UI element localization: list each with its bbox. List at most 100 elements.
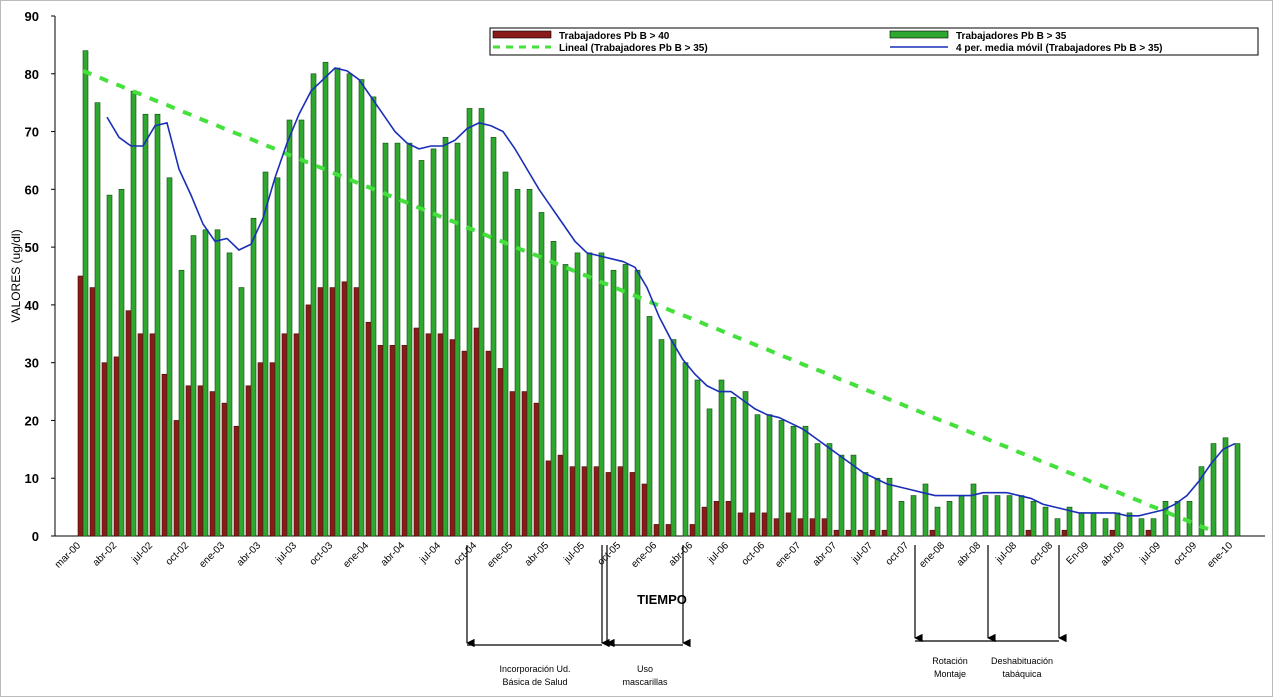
bar	[1162, 501, 1169, 537]
bar	[610, 269, 617, 537]
bar	[185, 385, 192, 537]
bar	[706, 408, 713, 537]
bar	[970, 483, 977, 537]
bar	[862, 472, 869, 537]
annotation: mascarillas	[622, 677, 668, 687]
annotation: Básica de Salud	[502, 677, 567, 687]
bar	[161, 373, 168, 537]
legend-label: Lineal (Trabajadores Pb B > 35)	[559, 43, 708, 54]
legend-label: Trabajadores Pb B > 35	[956, 31, 1067, 42]
bar	[605, 472, 612, 537]
y-tick-label: 40	[25, 298, 39, 313]
bar	[857, 529, 864, 537]
bar	[149, 333, 156, 537]
bar	[130, 90, 137, 537]
bar	[521, 391, 528, 537]
bar	[322, 61, 329, 537]
bar	[221, 402, 228, 537]
bar	[202, 229, 209, 537]
bar	[754, 414, 761, 537]
y-tick-label: 80	[25, 67, 39, 82]
bar	[1210, 443, 1217, 537]
bar	[353, 287, 360, 537]
bar	[82, 50, 89, 537]
bar	[562, 264, 569, 537]
bar	[226, 252, 233, 537]
bar	[1145, 529, 1152, 537]
bar	[190, 235, 197, 537]
bar	[1174, 501, 1181, 537]
bar	[898, 501, 905, 537]
bar	[658, 339, 665, 537]
y-tick-label: 20	[25, 413, 39, 428]
bar	[874, 477, 881, 537]
bar	[670, 339, 677, 537]
annotation: Deshabituación	[991, 656, 1053, 666]
bar	[689, 524, 696, 537]
bar	[490, 137, 497, 537]
bar	[773, 518, 780, 537]
bar	[929, 529, 936, 537]
bar	[1126, 512, 1133, 537]
bar	[785, 512, 792, 537]
bar	[461, 350, 468, 537]
bar	[1090, 512, 1097, 537]
bar	[1222, 437, 1229, 537]
bar	[298, 119, 305, 537]
bar	[1054, 518, 1061, 537]
bar	[178, 269, 185, 537]
y-tick-label: 70	[25, 125, 39, 140]
bar	[442, 137, 449, 537]
bar	[377, 345, 384, 537]
y-tick-label: 10	[25, 471, 39, 486]
bar	[497, 368, 504, 537]
bar	[466, 108, 473, 537]
bar	[881, 529, 888, 537]
bar	[485, 350, 492, 537]
bar	[274, 177, 281, 537]
bar	[742, 391, 749, 537]
bar	[358, 79, 365, 537]
bar	[125, 310, 132, 537]
bar	[478, 108, 485, 537]
legend-label: Trabajadores Pb B > 40	[559, 31, 670, 42]
bar	[382, 142, 389, 537]
bar	[730, 397, 737, 537]
bar	[341, 281, 348, 537]
bar	[437, 333, 444, 537]
bar	[389, 345, 396, 537]
bar	[238, 287, 245, 537]
annotation: tabáquica	[1002, 669, 1041, 679]
bar	[598, 252, 605, 537]
bar	[317, 287, 324, 537]
bar	[545, 460, 552, 537]
bar	[293, 333, 300, 537]
bar	[1006, 495, 1013, 537]
bar	[473, 327, 480, 537]
bar	[329, 287, 336, 537]
bar	[653, 524, 660, 537]
line	[82, 69, 1212, 533]
bar	[269, 362, 276, 537]
y-tick-label: 50	[25, 240, 39, 255]
y-axis-label: VALORES (ug/dl)	[9, 229, 23, 322]
bar	[1102, 518, 1109, 537]
bar	[370, 96, 377, 537]
bar	[665, 524, 672, 537]
bar	[713, 501, 720, 537]
bar	[214, 229, 221, 537]
bar	[106, 194, 113, 537]
bar	[1061, 529, 1068, 537]
bar	[617, 466, 624, 537]
bar	[1025, 529, 1032, 537]
bar	[209, 391, 216, 537]
y-tick-label: 90	[25, 9, 39, 24]
bar	[778, 420, 785, 537]
bar	[197, 385, 204, 537]
bar	[250, 217, 257, 537]
legend-swatch	[889, 30, 949, 39]
bar	[994, 495, 1001, 537]
bar	[982, 495, 989, 537]
bar	[833, 529, 840, 537]
